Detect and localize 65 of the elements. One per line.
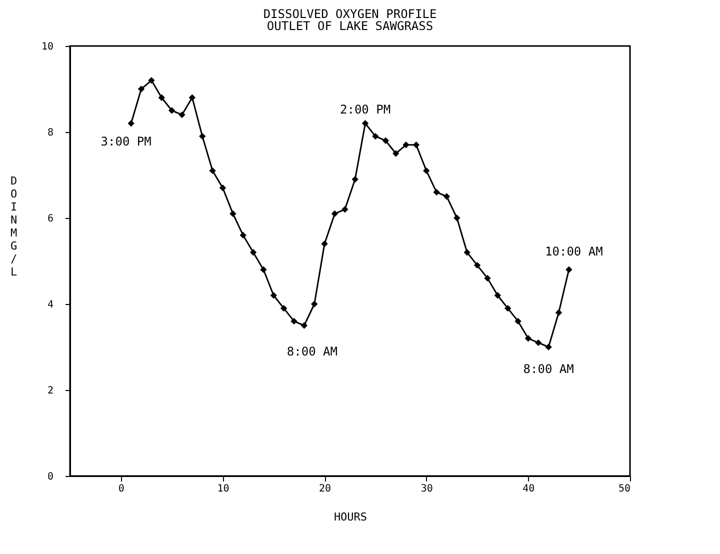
annotation: 8:00 AM <box>286 344 338 358</box>
point <box>321 240 328 248</box>
point <box>128 120 134 127</box>
point <box>148 77 155 84</box>
annotation: 8:00 AM <box>523 362 574 376</box>
y-tick-label: 8 <box>47 128 54 138</box>
point <box>352 176 358 183</box>
y-tick-label: 4 <box>47 300 54 310</box>
y-tick-label: 6 <box>47 214 54 224</box>
point <box>524 335 532 342</box>
point <box>158 94 165 101</box>
point <box>555 309 562 316</box>
point <box>402 142 410 148</box>
point <box>504 304 512 312</box>
point <box>250 249 257 256</box>
point <box>209 167 216 174</box>
x-tick-label: 10 <box>217 484 230 494</box>
point <box>484 274 491 282</box>
x-axis-title: HOURS <box>334 510 368 524</box>
chart-title: DISSOLVED OXYGEN PROFILE <box>263 7 437 21</box>
point <box>382 137 389 144</box>
point <box>138 86 145 92</box>
x-tick-label: 30 <box>420 484 433 494</box>
point <box>494 292 501 299</box>
point <box>514 318 522 325</box>
point <box>199 132 206 140</box>
point <box>230 210 236 218</box>
chart-subtitle: OUTLET OF LAKE SAWGRASS <box>266 19 434 33</box>
point <box>535 339 542 346</box>
y-tick-label: 2 <box>47 386 54 396</box>
y-tick-label: 10 <box>41 42 54 52</box>
annotation: 3:00 PM <box>100 134 152 148</box>
point <box>454 214 460 222</box>
point <box>372 132 379 140</box>
point <box>168 107 176 114</box>
x-tick-label: 40 <box>522 484 535 494</box>
point <box>342 206 348 213</box>
point <box>433 188 440 196</box>
x-tick-label: 50 <box>618 484 630 494</box>
point <box>270 292 277 299</box>
x-tick-label: 0 <box>118 484 124 494</box>
point <box>566 266 572 273</box>
point <box>331 210 338 218</box>
x-tick-label: 20 <box>319 484 332 494</box>
point <box>474 262 481 269</box>
point <box>412 142 420 148</box>
point <box>240 232 246 239</box>
point <box>219 184 226 192</box>
point <box>392 150 400 157</box>
point <box>545 344 552 350</box>
point <box>311 300 318 308</box>
point <box>290 318 298 325</box>
point <box>178 111 186 118</box>
annotation: 2:00 PM <box>340 102 391 116</box>
point <box>423 167 430 174</box>
point <box>443 193 450 200</box>
point <box>362 120 369 127</box>
point <box>300 322 308 329</box>
point <box>280 304 288 312</box>
y-tick-label: 0 <box>47 472 54 482</box>
point <box>464 249 470 256</box>
annotation: 10:00 AM <box>545 244 603 259</box>
y-axis-title: DO IN MG/L <box>10 174 18 278</box>
point <box>260 266 267 273</box>
point <box>188 94 196 101</box>
